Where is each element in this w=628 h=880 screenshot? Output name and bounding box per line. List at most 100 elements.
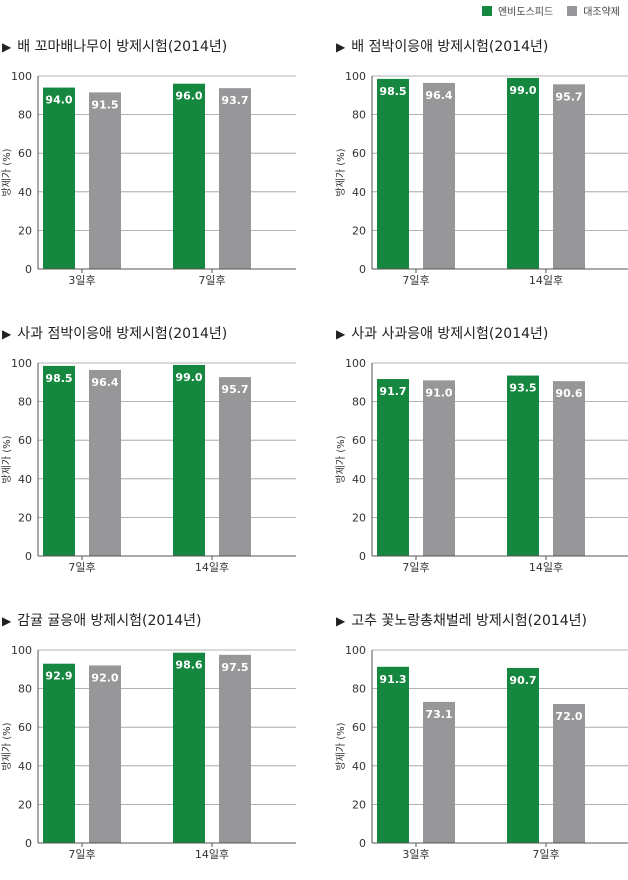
- data-label: 99.0: [509, 84, 536, 97]
- x-tick-label: 7일후: [402, 273, 429, 287]
- y-tick-label: 80: [18, 396, 32, 409]
- y-axis-label: 방제가 (%): [335, 722, 347, 770]
- y-axis-label: 방제가 (%): [335, 148, 347, 196]
- y-tick-label: 60: [18, 147, 32, 160]
- chart-title: ▶ 사과 점박이응애 방제시험(2014년): [2, 323, 227, 343]
- bar: [377, 78, 409, 269]
- y-tick-label: 60: [18, 721, 32, 734]
- bar-chart: 0 20 40 60 80 100 방제가 (%) 91.7 91.0 7일후 93.5 90.6 14…: [335, 357, 628, 574]
- chart-title-text: 사과 점박이응애 방제시험(2014년): [17, 326, 228, 342]
- y-tick-label: 80: [18, 683, 32, 696]
- chart-title-text: 사과 사과응애 방제시험(2014년): [351, 326, 549, 342]
- y-tick-label: 100: [345, 70, 366, 83]
- y-tick-label: 40: [18, 760, 32, 773]
- y-tick-label: 0: [359, 263, 366, 276]
- bar: [423, 82, 455, 269]
- data-label: 73.1: [425, 708, 452, 721]
- data-label: 96.4: [425, 89, 452, 102]
- y-axis-label: 방제가 (%): [335, 435, 347, 483]
- legend-label-series-b: 대조약제: [583, 7, 620, 18]
- bar: [553, 704, 585, 843]
- bar: [89, 369, 121, 556]
- triangle-bullet-icon: ▶: [2, 327, 12, 341]
- triangle-bullet-icon: ▶: [336, 40, 346, 54]
- y-tick-label: 20: [352, 224, 366, 237]
- bar: [43, 365, 75, 556]
- data-label: 72.0: [555, 710, 582, 723]
- y-tick-label: 60: [352, 434, 366, 447]
- chart-title: ▶ 배 점박이응애 방제시험(2014년): [336, 36, 548, 56]
- y-tick-label: 40: [18, 473, 32, 486]
- y-tick-label: 80: [352, 396, 366, 409]
- bar: [507, 667, 539, 843]
- y-tick-label: 40: [18, 186, 32, 199]
- y-tick-label: 20: [18, 511, 32, 524]
- bar: [423, 701, 455, 843]
- data-label: 92.9: [45, 670, 72, 683]
- y-tick-label: 0: [359, 837, 366, 850]
- bar: [173, 83, 205, 269]
- bar-chart: 0 20 40 60 80 100 방제가 (%) 98.5 96.4 7일후 99.0 95.7 14…: [1, 357, 296, 574]
- chart-title: ▶ 사과 사과응애 방제시험(2014년): [336, 323, 548, 343]
- y-tick-label: 60: [352, 147, 366, 160]
- chart-title-text: 배 점박이응애 방제시험(2014년): [351, 39, 549, 55]
- data-label: 93.5: [509, 382, 536, 395]
- bar: [43, 663, 75, 843]
- bar-chart: 0 20 40 60 80 100 방제가 (%) 98.5 96.4 7일후 99.0 95.7 14…: [335, 70, 628, 287]
- y-tick-label: 20: [18, 798, 32, 811]
- legend-swatch-series-b: [567, 5, 578, 16]
- data-label: 97.5: [221, 661, 248, 674]
- x-tick-label: 14일후: [529, 273, 563, 287]
- bar: [173, 652, 205, 843]
- y-tick-label: 40: [352, 473, 366, 486]
- y-tick-label: 100: [345, 357, 366, 370]
- data-label: 98.6: [175, 659, 202, 672]
- chart-panel-2: ▶ 배 점박이응애 방제시험(2014년) 0 20 40 60 80 100 방제가 (%)…: [335, 36, 628, 306]
- y-tick-label: 100: [11, 644, 32, 657]
- bar-chart: 0 20 40 60 80 100 방제가 (%) 94.0 91.5 3일후 96.0 93.7 7일…: [1, 70, 296, 287]
- chart-title-text: 고추 꽃노랑총채벌레 방제시험(2014년): [351, 613, 588, 629]
- bar-chart: 0 20 40 60 80 100 방제가 (%) 92.9 92.0 7일후 98.6 97.5 14…: [1, 644, 296, 861]
- x-tick-label: 3일후: [68, 273, 95, 287]
- data-label: 99.0: [175, 371, 202, 384]
- y-tick-label: 0: [359, 550, 366, 563]
- data-label: 91.7: [379, 385, 406, 398]
- x-tick-label: 7일후: [198, 273, 225, 287]
- legend-item-series-b: 대조약제: [567, 3, 620, 18]
- chart-title: ▶ 고추 꽃노랑총채벌레 방제시험(2014년): [336, 610, 587, 630]
- x-tick-label: 3일후: [402, 847, 429, 861]
- bar: [423, 380, 455, 556]
- y-axis-label: 방제가 (%): [1, 435, 13, 483]
- legend-swatch-series-a: [481, 5, 492, 16]
- x-tick-label: 7일후: [68, 847, 95, 861]
- bar: [507, 77, 539, 270]
- bar: [219, 377, 251, 556]
- x-tick-label: 7일후: [68, 560, 95, 574]
- y-tick-label: 60: [352, 721, 366, 734]
- chart-panel-5: ▶ 감귤 귤응애 방제시험(2014년) 0 20 40 60 80 100 방제가 (%) 9…: [1, 610, 302, 880]
- data-label: 90.7: [509, 674, 536, 687]
- data-label: 96.0: [175, 90, 202, 103]
- y-tick-label: 20: [18, 224, 32, 237]
- x-tick-label: 14일후: [195, 560, 229, 574]
- chart-panel-1: ▶ 배 꼬마배나무이 방제시험(2014년) 0 20 40 60 80 100 방제가 (%…: [1, 36, 302, 306]
- triangle-bullet-icon: ▶: [2, 40, 12, 54]
- data-label: 93.7: [221, 94, 248, 107]
- chart-panel-6: ▶ 고추 꽃노랑총채벌레 방제시험(2014년) 0 20 40 60 80 100 방제가 …: [335, 610, 628, 880]
- y-tick-label: 80: [352, 683, 366, 696]
- data-label: 96.4: [91, 376, 118, 389]
- chart-panel-3: ▶ 사과 점박이응애 방제시험(2014년) 0 20 40 60 80 100 방제가 (%…: [1, 323, 302, 593]
- bar: [507, 375, 539, 556]
- y-tick-label: 40: [352, 186, 366, 199]
- y-tick-label: 60: [18, 434, 32, 447]
- x-tick-label: 7일후: [402, 560, 429, 574]
- bar: [43, 87, 75, 269]
- chart-panel-4: ▶ 사과 사과응애 방제시험(2014년) 0 20 40 60 80 100 방제가 (%)…: [335, 323, 628, 593]
- y-tick-label: 100: [345, 644, 366, 657]
- y-tick-label: 40: [352, 760, 366, 773]
- chart-title: ▶ 배 꼬마배나무이 방제시험(2014년): [2, 36, 227, 56]
- data-label: 95.7: [221, 383, 248, 396]
- data-label: 95.7: [555, 90, 582, 103]
- bar: [89, 665, 121, 843]
- legend-item-series-a: 엔비도스피드: [481, 3, 553, 18]
